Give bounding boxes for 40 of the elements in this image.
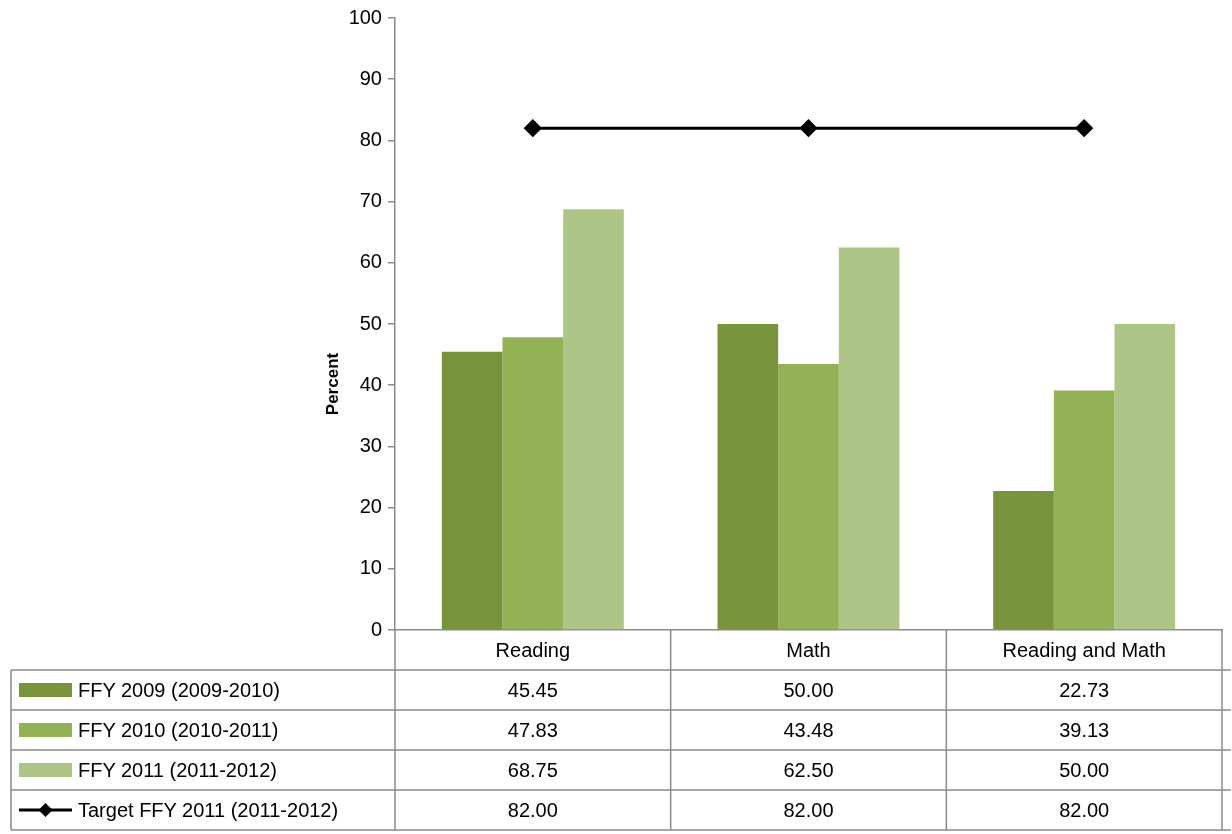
bar: [778, 363, 839, 630]
bar: [563, 209, 624, 630]
data-label: 68.75: [507, 758, 558, 781]
data-label: 22.73: [1059, 678, 1110, 701]
y-tick-label: 40: [359, 372, 382, 395]
y-tick-label: 20: [359, 495, 382, 518]
legend-label: FFY 2010 (2010-2011): [78, 718, 279, 741]
bar: [441, 351, 503, 630]
x-tick-label: Reading and Math: [1002, 638, 1166, 661]
bar: [717, 324, 779, 630]
y-tick-label: 30: [359, 433, 382, 456]
data-label: 47.83: [507, 718, 558, 741]
bar: [1053, 390, 1115, 630]
data-label: 62.50: [783, 758, 834, 781]
data-label: 50.00: [783, 678, 834, 701]
data-label: 39.13: [1059, 718, 1110, 741]
y-tick-label: 50: [359, 311, 382, 334]
x-tick-label: Math: [786, 638, 831, 661]
bar: [1114, 324, 1176, 630]
data-label: 82.00: [783, 798, 834, 821]
data-label: 50.00: [1059, 758, 1110, 781]
y-tick-label: 60: [359, 250, 382, 273]
y-tick-label: 70: [359, 189, 382, 212]
bar: [838, 247, 900, 630]
legend-label: FFY 2009 (2009-2010): [78, 678, 280, 701]
data-label: 45.45: [507, 678, 558, 701]
bar: [993, 490, 1054, 630]
data-label: 82.00: [507, 798, 558, 821]
data-label: 82.00: [1059, 798, 1110, 821]
y-tick-label: 90: [359, 66, 382, 89]
x-tick-label: Reading: [495, 638, 571, 661]
y-tick-label: 10: [359, 556, 382, 579]
y-tick-label: 80: [359, 127, 382, 150]
data-label: 43.48: [783, 718, 834, 741]
bar: [502, 337, 564, 630]
legend-label: FFY 2011 (2011-2012): [78, 758, 278, 781]
y-tick-label: 100: [348, 5, 382, 28]
legend-label: Target FFY 2011 (2011-2012): [78, 798, 339, 821]
y-axis-title: Percent: [322, 352, 342, 416]
y-tick-label: 0: [370, 617, 382, 640]
